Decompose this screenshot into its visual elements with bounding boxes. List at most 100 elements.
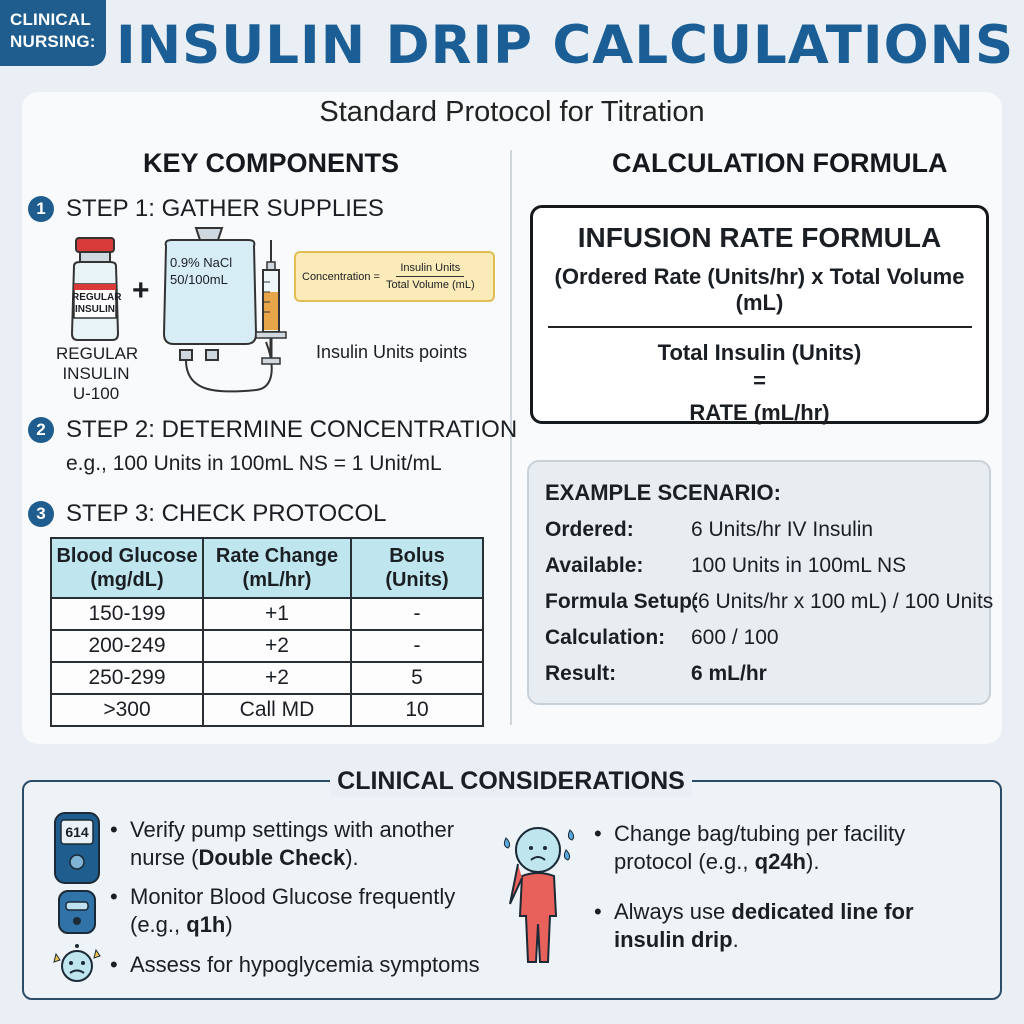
category-badge: CLINICAL NURSING: [0,0,106,66]
formula-fraction-line [547,326,972,328]
table-row: 200-249 +2 - [50,629,484,663]
consideration-bold: q24h [754,849,806,874]
table-cell: 200-249 [50,629,204,663]
example-result-value: 6 mL/hr [691,662,767,685]
vial-caption-line-1: REGULAR [56,344,139,363]
consideration-bold: Double Check [198,845,346,870]
concentration-numerator: Insulin Units [396,262,465,277]
vial-caption-line-3: U-100 [72,384,120,403]
table-cell: 10 [350,693,484,727]
hypoglycemia-face-icon [53,944,101,982]
vial-caption-line-2: INSULIN [62,364,130,383]
consideration-text-end: . [732,927,739,952]
example-value: (6 Units/hr x 100 mL) / 100 Units [691,590,994,613]
consideration-text: Verify pump settings with another nurse … [130,817,455,870]
consideration-bold: q1h [186,912,226,937]
header-bolus: Bolus (Units) [350,537,484,599]
example-key: Available: [545,554,644,577]
example-row-ordered: Ordered: 6 Units/hr IV Insulin [545,518,873,542]
example-key: Result: [545,662,617,685]
vial-caption: REGULAR INSULIN U-100 [56,344,139,404]
example-row-result: Result: 6 mL/hr [545,662,767,686]
table-cell: Call MD [202,693,352,727]
consideration-text-end: ). [345,845,359,870]
formula-equals: = [753,368,766,393]
step-3-label: STEP 3: CHECK PROTOCOL [66,500,387,527]
step-1-number: 1 [28,196,54,222]
example-row-calculation: Calculation: 600 / 100 [545,626,779,650]
header-bolus-line-2: (Units) [385,569,449,591]
step-1-label: STEP 1: GATHER SUPPLIES [66,195,384,222]
consideration-text: Change bag/tubing per facility protocol … [614,821,906,874]
consideration-text: Assess for hypoglycemia symptoms [130,952,480,977]
sweating-person-icon [503,827,575,963]
iv-bag-label-line-1: 0.9% NaCl [170,255,233,270]
header-rate-change-line-2: (mL/hr) [242,569,312,591]
concentration-label: Concentration = [302,270,380,283]
example-scenario-box: EXAMPLE SCENARIO: Ordered: 6 Units/hr IV … [527,460,993,705]
consideration-double-check: Verify pump settings with another nurse … [110,816,490,872]
header-rate-change: Rate Change (mL/hr) [202,537,352,599]
consideration-text-end: ). [806,849,820,874]
consideration-text: Monitor Blood Glucose frequently (e.g., [130,884,456,937]
header-blood-glucose: Blood Glucose (mg/dL) [50,537,204,599]
table-cell: +1 [202,597,352,631]
consideration-monitor-glucose: Monitor Blood Glucose frequently (e.g., … [110,883,490,939]
formula-result: RATE (mL/hr) [689,400,830,425]
calculation-formula-heading: CALCULATION FORMULA [612,148,948,178]
formula-title: INFUSION RATE FORMULA [577,222,942,253]
page-subtitle: Standard Protocol for Titration [319,96,705,128]
example-row-available: Available: 100 Units in 100mL NS [545,554,906,578]
table-row: 150-199 +1 - [50,597,484,631]
consideration-bold: dedicated line for insulin drip [614,899,914,952]
formula-numerator: (Ordered Rate (Units/hr) x Total Volume … [554,264,965,315]
table-row: 250-299 +2 5 [50,661,484,695]
step-2-number: 2 [28,417,54,443]
table-cell: +2 [202,629,352,663]
consideration-change-bag: Change bag/tubing per facility protocol … [594,820,924,876]
step-2-label: STEP 2: DETERMINE CONCENTRATION [66,416,518,443]
page-title: INSULIN DRIP CALCULATIONS [116,15,1015,76]
table-cell: 250-299 [50,661,204,695]
example-value: 600 / 100 [691,626,779,649]
infusion-rate-formula-box: INFUSION RATE FORMULA (Ordered Rate (Uni… [530,205,989,425]
header-bolus-line-1: Bolus [389,545,445,567]
consideration-hypoglycemia: Assess for hypoglycemia symptoms [110,951,510,979]
table-cell: +2 [202,661,352,695]
glucometer-icon [54,812,100,884]
table-header-row: Blood Glucose (mg/dL) Rate Change (mL/hr… [50,537,484,599]
header-rate-change-line-1: Rate Change [215,545,339,567]
plus-sign: + [132,274,150,307]
key-components-heading: KEY COMPONENTS [143,148,400,178]
badge-line-2: NURSING: [10,32,96,51]
iv-bag-label-line-2: 50/100mL [170,272,228,287]
example-key: Calculation: [545,626,666,649]
glucometer-reading: 614 [65,824,89,840]
badge-line-1: CLINICAL [10,10,91,29]
consideration-text: Always use [614,899,732,924]
step-2-example: e.g., 100 Units in 100mL NS = 1 Unit/mL [66,452,442,475]
table-cell: 150-199 [50,597,204,631]
example-value: 100 Units in 100mL NS [691,554,907,577]
table-row: >300 Call MD 10 [50,693,484,727]
concentration-fraction: Insulin Units Total Volume (mL) [386,262,475,291]
vial-label: REGULAR INSULIN [72,292,122,315]
example-row-formula-setup: Formula Setup:(6 Units/hr x 100 mL) / 10… [545,590,993,614]
example-key: Ordered: [545,518,634,541]
column-divider [510,150,512,725]
header-blood-glucose-line-2: (mg/dL) [90,569,164,591]
example-key: Formula Setup: [545,590,700,613]
step-3-number: 3 [28,501,54,527]
syringe-icon [255,240,287,365]
step-3: 3 STEP 3: CHECK PROTOCOL [28,500,387,528]
table-cell: - [350,629,484,663]
example-heading: EXAMPLE SCENARIO: [545,480,781,505]
insulin-vial-icon [70,237,120,341]
clinical-considerations-heading: CLINICAL CONSIDERATIONS [330,765,692,797]
step-1: 1 STEP 1: GATHER SUPPLIES [28,195,384,223]
iv-bag-label: 0.9% NaCl 50/100mL [170,254,232,288]
insulin-pump-icon [58,890,96,934]
consideration-dedicated-line: Always use dedicated line for insulin dr… [594,898,924,954]
header-blood-glucose-line-1: Blood Glucose [56,545,198,567]
step-2: 2 STEP 2: DETERMINE CONCENTRATION [28,416,517,444]
